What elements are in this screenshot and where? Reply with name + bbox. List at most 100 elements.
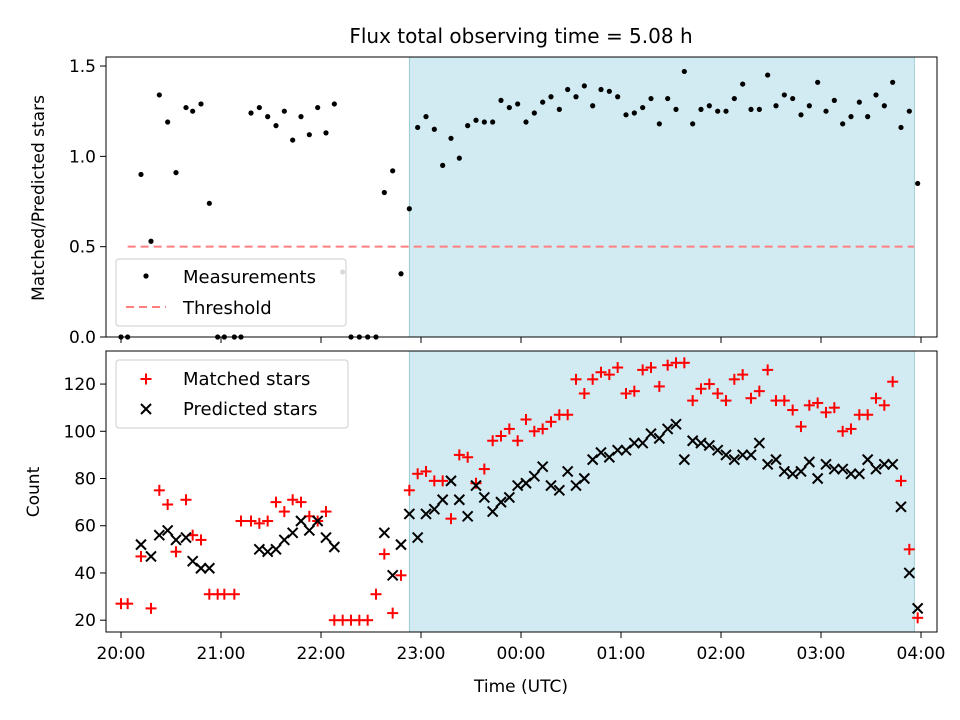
observing-interval-shade	[408, 56, 915, 338]
measurement-point	[406, 206, 412, 212]
predicted-star-point	[420, 508, 432, 520]
measurements-panel: Flux total observing time = 5.08 h 0.0 0.…	[29, 24, 938, 348]
matched-star-point	[912, 612, 924, 624]
matched-star-point	[787, 404, 799, 416]
y-tick-label: 1.0	[69, 147, 96, 167]
legend-threshold-label: Threshold	[182, 298, 272, 319]
predicted-star-point	[770, 453, 782, 466]
predicted-star-point	[611, 444, 624, 456]
predicted-star-point	[411, 531, 424, 544]
x-tick-label: 23:00	[397, 644, 446, 664]
y-axis-label: Matched/Predicted stars	[29, 95, 49, 301]
predicted-star-point	[445, 475, 457, 487]
predicted-star-point	[135, 538, 147, 551]
predicted-star-point	[295, 515, 307, 527]
measurement-point	[831, 97, 837, 103]
matched-star-point	[218, 588, 230, 600]
predicted-star-point	[320, 531, 332, 544]
predicted-star-point	[286, 527, 299, 539]
matched-star-point	[235, 515, 247, 527]
y-tick-label: 1.5	[69, 57, 96, 77]
measurement-point	[315, 104, 321, 111]
measurement-point	[731, 95, 737, 102]
matched-star-point	[545, 416, 557, 428]
matched-star-point	[753, 385, 765, 397]
matched-star-point	[828, 402, 840, 414]
matched-star-point	[745, 392, 757, 404]
legend-box	[115, 258, 347, 327]
measurement-point	[465, 123, 471, 129]
matched-star-point	[412, 468, 424, 480]
measurement-point	[331, 101, 337, 107]
predicted-star-point	[145, 550, 157, 563]
predicted-star-point	[836, 463, 849, 475]
measurement-point	[273, 123, 279, 129]
measurement-point	[723, 108, 729, 114]
matched-star-point	[122, 598, 134, 610]
matched-star-point	[812, 397, 824, 409]
y-tick-label: 60	[74, 517, 96, 537]
counts-panel: 20 40 60 80 100 120 20:00 21:00 22:00 23:00 00:00…	[24, 350, 946, 697]
matched-star-point	[370, 588, 382, 600]
measurements-plot-frame	[105, 56, 938, 338]
measurement-point	[298, 114, 304, 120]
measurement-point	[206, 200, 212, 206]
y-tick-label: 40	[74, 564, 96, 584]
measurement-point	[706, 103, 712, 109]
matched-star-point	[278, 506, 290, 518]
matched-star-point	[262, 515, 274, 527]
measurement-point	[531, 110, 537, 116]
measurement-point	[806, 103, 812, 109]
matched-star-point	[145, 602, 157, 614]
measurement-point	[431, 126, 437, 132]
predicted-star-point	[678, 453, 691, 466]
matched-star-point	[703, 378, 715, 390]
predicted-star-point	[845, 468, 857, 480]
predicted-star-point	[778, 465, 791, 478]
x-tick-label: 03:00	[797, 644, 846, 664]
measurement-point	[173, 170, 179, 176]
matched-star-point	[135, 550, 147, 562]
measurement-point	[156, 92, 162, 98]
predicted-star-point	[453, 494, 466, 506]
measurement-point	[581, 83, 587, 89]
measurement-point	[623, 112, 629, 118]
measurement-point	[615, 94, 621, 100]
matched-star-point	[387, 607, 399, 619]
predicted-star-point	[686, 435, 699, 447]
measurement-point	[548, 94, 554, 100]
matched-star-point	[720, 395, 732, 407]
legend: Matched stars Predicted stars	[115, 359, 349, 429]
matched-star-point	[437, 475, 449, 487]
predicted-star-point	[378, 527, 391, 539]
predicted-star-point	[745, 449, 757, 461]
measurement-point	[138, 171, 144, 178]
predicted-star-point	[653, 432, 666, 445]
matched-star-point	[487, 435, 499, 447]
predicted-star-point	[695, 437, 707, 449]
predicted-star-point	[595, 446, 607, 459]
measurement-point	[323, 130, 329, 136]
matched-star-point	[495, 430, 507, 442]
legend: Measurements Threshold	[115, 258, 347, 327]
matched-star-point	[528, 425, 540, 437]
predicted-star-point	[553, 484, 566, 497]
predicted-star-point	[403, 508, 416, 520]
predicted-star-point	[303, 524, 316, 537]
predicted-star-point	[728, 453, 741, 466]
matched-star-point	[695, 383, 707, 395]
predicted-star-point	[645, 427, 657, 440]
measurement-point	[906, 108, 912, 114]
measurement-point	[556, 106, 562, 112]
x-tick-label: 01:00	[597, 644, 646, 664]
matched-star-point	[645, 362, 657, 374]
matched-star-point	[295, 496, 307, 508]
matched-star-point	[503, 423, 515, 435]
y-tick-label: 20	[74, 611, 96, 631]
matched-star-point	[578, 388, 590, 400]
matched-star-point	[153, 484, 165, 496]
legend-box	[115, 359, 349, 429]
y-tick-label: 0.0	[69, 328, 96, 348]
predicted-star-point	[478, 491, 491, 504]
measurement-point	[665, 95, 671, 102]
